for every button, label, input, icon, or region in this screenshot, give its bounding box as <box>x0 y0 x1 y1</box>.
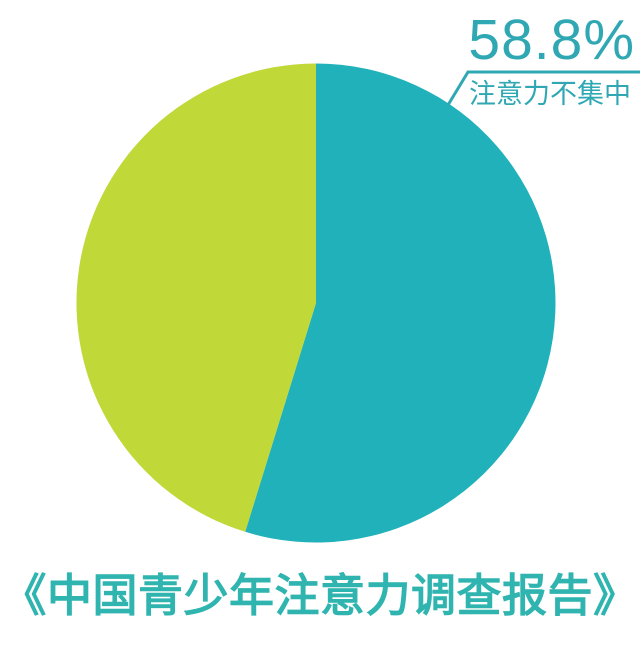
percentage-label: 58.8% <box>468 8 635 72</box>
report-title: 《中国青少年注意力调查报告》 <box>1 570 639 621</box>
callout-text-label: 注意力不集中 <box>469 79 631 109</box>
pie-slice-focus <box>245 63 556 543</box>
callout-line <box>446 70 640 106</box>
pie-slice-rest <box>76 63 317 532</box>
